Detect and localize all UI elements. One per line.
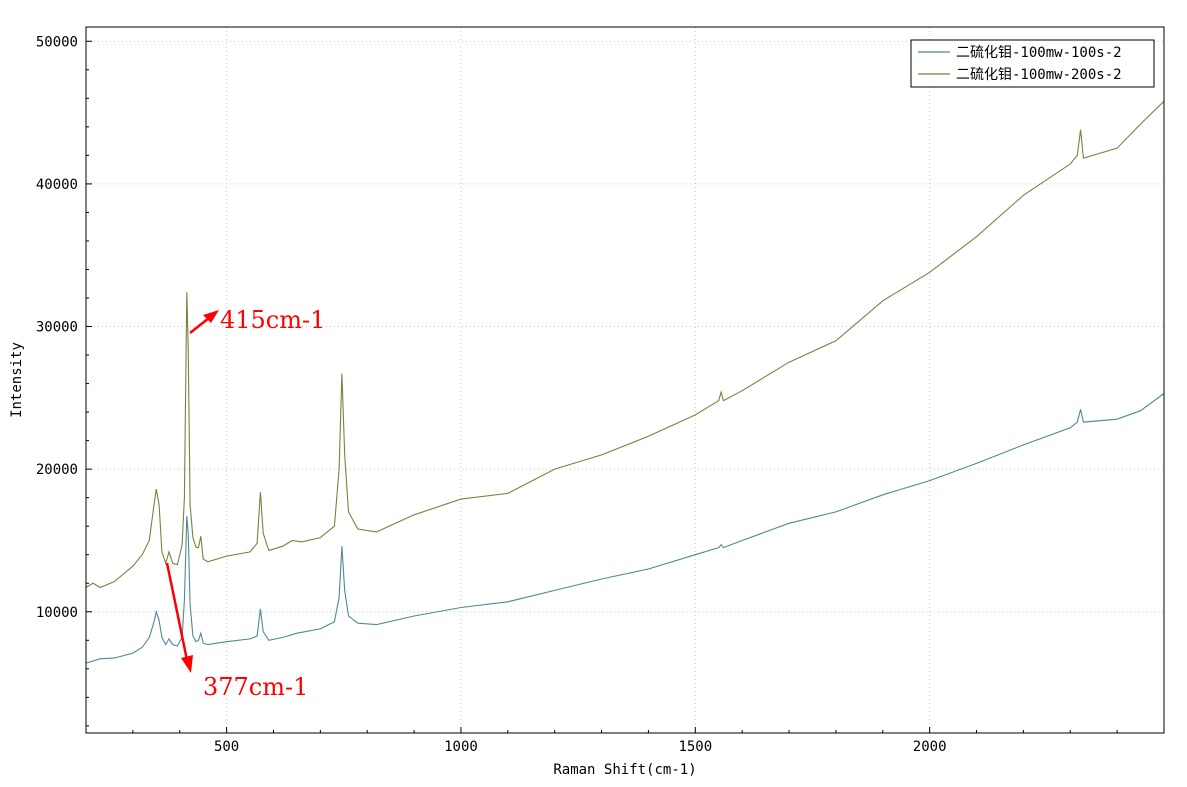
series-line-2	[85, 100, 1165, 589]
annotation-arrowhead-377	[181, 655, 193, 673]
x-tick-label: 1500	[678, 739, 712, 755]
legend-label-series-2: 二硫化钼-100mw-200s-2	[956, 67, 1122, 83]
y-axis-title: Intensity	[9, 342, 25, 418]
series-line-1	[85, 393, 1165, 664]
plot-frame	[85, 26, 1165, 734]
annotation-arrow-377	[165, 562, 189, 661]
annotation-label-415: 415cm-1	[220, 306, 325, 334]
y-tick-label: 10000	[36, 605, 78, 621]
series-lines	[85, 100, 1165, 664]
y-tick-label: 40000	[36, 177, 78, 193]
grid	[86, 27, 1164, 733]
annotation-label-377: 377cm-1	[203, 673, 308, 701]
x-axis-title: Raman Shift(cm-1)	[553, 762, 696, 778]
legend-label-series-1: 二硫化钼-100mw-100s-2	[956, 45, 1122, 61]
axis-ticks: 500 1000 1500 2000 10000 20000 30000 40000 50000	[36, 34, 1165, 755]
legend-box	[910, 39, 1155, 88]
x-tick-label: 500	[214, 739, 239, 755]
annotation-377: 377cm-1	[165, 562, 308, 701]
annotation-arrow-415	[189, 317, 210, 334]
y-tick-label: 20000	[36, 462, 78, 478]
y-tick-label: 30000	[36, 320, 78, 336]
x-tick-label: 2000	[913, 739, 947, 755]
annotation-arrowhead-415	[203, 310, 219, 323]
annotation-415: 415cm-1	[189, 306, 325, 334]
y-tick-label: 50000	[36, 34, 78, 50]
legend: 二硫化钼-100mw-100s-2 二硫化钼-100mw-200s-2	[910, 39, 1155, 88]
x-tick-label: 1000	[444, 739, 478, 755]
